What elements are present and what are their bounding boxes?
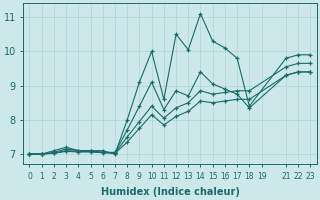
X-axis label: Humidex (Indice chaleur): Humidex (Indice chaleur) <box>100 187 239 197</box>
